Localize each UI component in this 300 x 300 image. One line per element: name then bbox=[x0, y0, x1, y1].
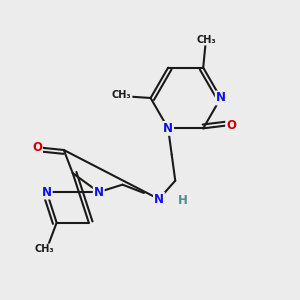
Text: CH₃: CH₃ bbox=[112, 90, 132, 100]
Text: CH₃: CH₃ bbox=[196, 35, 216, 45]
Text: N: N bbox=[163, 122, 173, 135]
Text: N: N bbox=[94, 186, 104, 199]
Text: N: N bbox=[42, 186, 52, 199]
Text: O: O bbox=[32, 141, 42, 154]
Text: CH₃: CH₃ bbox=[35, 244, 55, 254]
Text: N: N bbox=[154, 193, 164, 206]
Text: H: H bbox=[178, 194, 188, 207]
Text: O: O bbox=[226, 119, 236, 132]
Text: N: N bbox=[216, 92, 226, 104]
